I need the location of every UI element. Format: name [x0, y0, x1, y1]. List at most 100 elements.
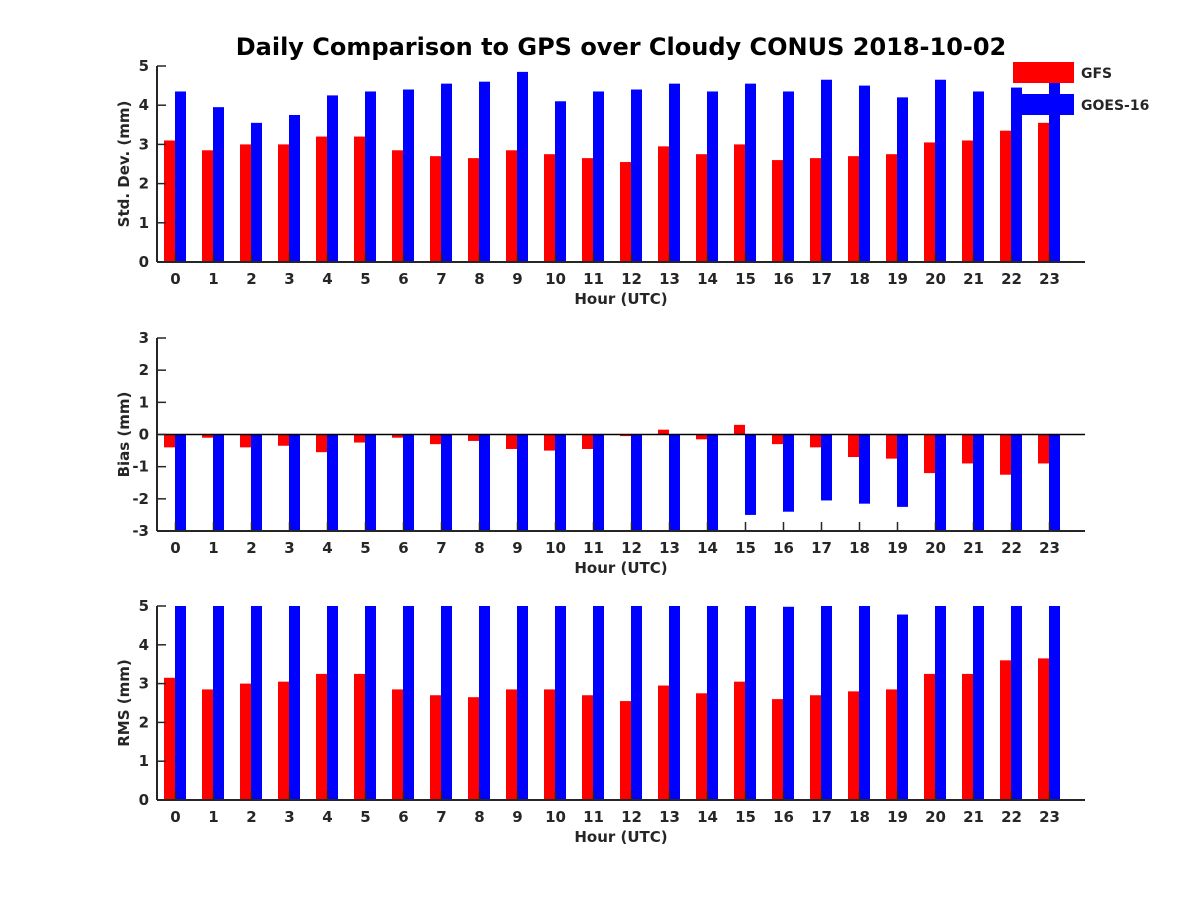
x-tick-label: 0: [170, 808, 180, 826]
y-tick-label: 4: [139, 636, 149, 654]
x-tick-label: 13: [659, 539, 680, 557]
bar-goes-16-11: [593, 434, 604, 531]
bar-gfs-22: [1000, 130, 1011, 262]
y-tick-label: 3: [139, 135, 149, 153]
bar-gfs-20: [924, 673, 935, 800]
bar-gfs-18: [848, 691, 859, 800]
bar-gfs-14: [696, 154, 707, 262]
x-axis-label: Hour (UTC): [574, 290, 667, 308]
bar-gfs-1: [202, 689, 213, 800]
bar-gfs-23: [1038, 434, 1049, 464]
bar-gfs-8: [468, 158, 479, 262]
bar-gfs-16: [772, 699, 783, 800]
bar-goes-16-19: [897, 614, 908, 800]
y-tick-label: 2: [139, 361, 149, 379]
x-tick-label: 2: [246, 808, 256, 826]
bar-goes-16-18: [859, 85, 870, 262]
x-tick-label: 6: [398, 539, 408, 557]
bar-gfs-12: [620, 162, 631, 262]
bar-gfs-1: [202, 434, 213, 438]
bar-gfs-3: [278, 434, 289, 446]
bar-gfs-3: [278, 681, 289, 800]
bar-goes-16-17: [821, 606, 832, 800]
bar-goes-16-6: [403, 434, 414, 531]
bar-goes-16-19: [897, 434, 908, 507]
bar-gfs-20: [924, 142, 935, 262]
bar-gfs-6: [392, 434, 403, 438]
legend-label-gfs: GFS: [1081, 66, 1112, 82]
bar-goes-16-15: [745, 606, 756, 800]
bar-gfs-19: [886, 689, 897, 800]
legend-swatch-gfs: [1013, 62, 1074, 83]
bar-goes-16-16: [783, 434, 794, 512]
bar-gfs-10: [544, 154, 555, 262]
x-tick-label: 20: [925, 808, 946, 826]
x-tick-label: 11: [583, 539, 604, 557]
bar-goes-16-17: [821, 434, 832, 501]
bar-goes-16-17: [821, 79, 832, 262]
x-tick-label: 19: [887, 270, 908, 288]
bar-goes-16-22: [1011, 434, 1022, 531]
bar-goes-16-10: [555, 101, 566, 262]
bar-goes-16-23: [1049, 81, 1060, 263]
x-tick-label: 21: [963, 270, 984, 288]
bar-goes-16-7: [441, 434, 452, 531]
bar-gfs-14: [696, 693, 707, 800]
x-tick-label: 12: [621, 808, 642, 826]
bar-gfs-12: [620, 701, 631, 800]
x-tick-label: 1: [208, 808, 218, 826]
bar-gfs-22: [1000, 660, 1011, 800]
bar-goes-16-14: [707, 91, 718, 262]
bar-gfs-5: [354, 673, 365, 800]
bar-goes-16-11: [593, 91, 604, 262]
y-axis-label: RMS (mm): [115, 659, 133, 746]
bar-gfs-19: [886, 434, 897, 459]
bar-goes-16-10: [555, 434, 566, 531]
bar-goes-16-5: [365, 434, 376, 531]
y-tick-label: 3: [139, 329, 149, 347]
bar-goes-16-20: [935, 79, 946, 262]
bar-gfs-5: [354, 136, 365, 262]
x-tick-label: 18: [849, 808, 870, 826]
legend-label-goes-16: GOES-16: [1081, 98, 1149, 114]
x-tick-label: 22: [1001, 539, 1022, 557]
x-tick-label: 0: [170, 270, 180, 288]
bar-gfs-4: [316, 434, 327, 453]
bar-goes-16-5: [365, 91, 376, 262]
x-tick-label: 17: [811, 539, 832, 557]
bar-gfs-9: [506, 434, 517, 449]
bar-gfs-18: [848, 156, 859, 262]
bar-gfs-3: [278, 144, 289, 262]
bar-gfs-14: [696, 434, 707, 440]
y-tick-label: 2: [139, 713, 149, 731]
y-tick-label: 0: [139, 791, 149, 809]
bar-gfs-9: [506, 689, 517, 800]
x-tick-label: 15: [735, 808, 756, 826]
bar-gfs-21: [962, 673, 973, 800]
bar-gfs-18: [848, 434, 859, 458]
bar-goes-16-5: [365, 606, 376, 800]
y-tick-label: -1: [132, 458, 149, 476]
bar-gfs-0: [164, 140, 175, 262]
x-tick-label: 13: [659, 808, 680, 826]
bar-gfs-4: [316, 673, 327, 800]
x-tick-label: 8: [474, 539, 484, 557]
bar-goes-16-14: [707, 434, 718, 531]
bar-gfs-13: [658, 146, 669, 262]
bar-goes-16-0: [175, 434, 186, 531]
bar-goes-16-4: [327, 95, 338, 263]
x-tick-label: 11: [583, 270, 604, 288]
x-tick-label: 14: [697, 808, 718, 826]
x-tick-label: 5: [360, 539, 370, 557]
bar-gfs-11: [582, 695, 593, 800]
bar-gfs-0: [164, 434, 175, 448]
y-tick-label: 1: [139, 393, 149, 411]
bar-gfs-4: [316, 136, 327, 262]
bar-gfs-7: [430, 156, 441, 262]
bar-gfs-16: [772, 434, 783, 445]
bar-goes-16-12: [631, 434, 642, 531]
bar-goes-16-1: [213, 606, 224, 800]
y-axis-label: Std. Dev. (mm): [115, 101, 133, 228]
